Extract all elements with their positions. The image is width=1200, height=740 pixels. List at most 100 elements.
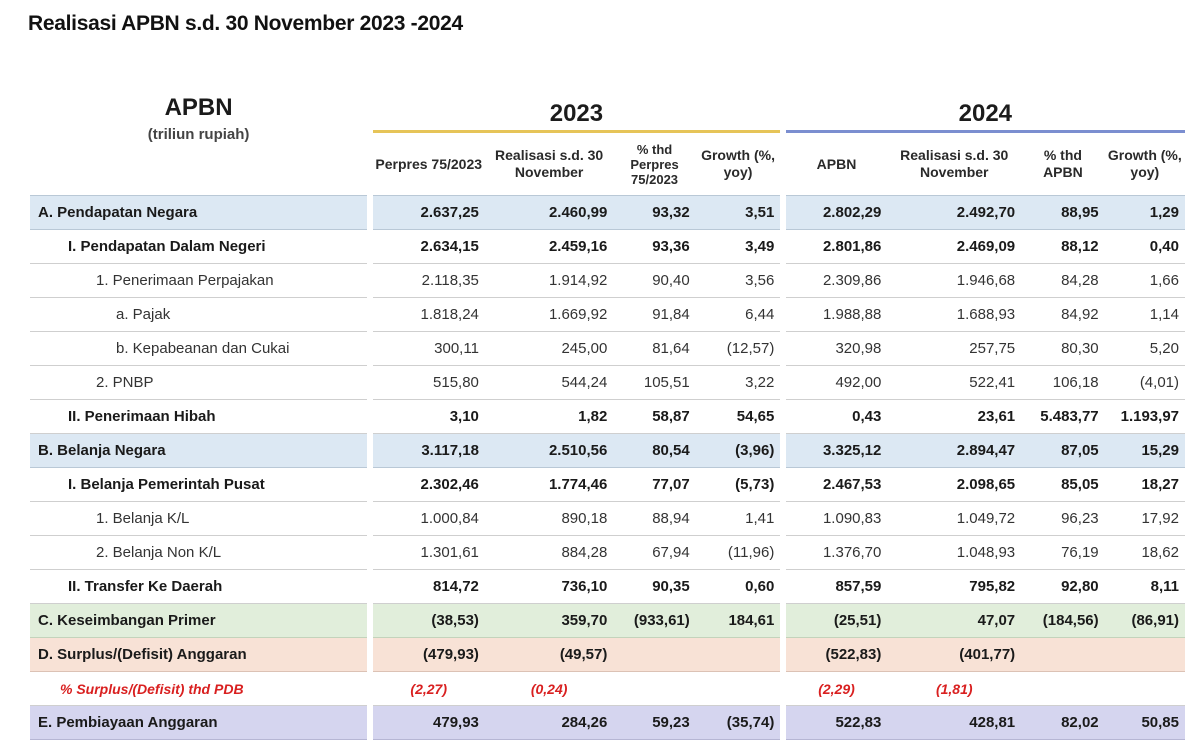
- row-label: 1. Belanja K/L: [30, 501, 368, 536]
- cell-pct-perpres-2023: 81,64: [613, 331, 696, 366]
- cell-apbn-2024: 3.325,12: [785, 433, 888, 468]
- cell-perpres-2023: 2.637,25: [372, 195, 485, 230]
- cell-growth-2024: 50,85: [1104, 705, 1185, 740]
- cell-growth-2023: 3,22: [695, 365, 781, 400]
- cell-realisasi-2023: (49,57): [484, 637, 614, 672]
- cell-growth-2024: 15,29: [1104, 433, 1185, 468]
- cell-perpres-2023: (2,27): [372, 671, 485, 706]
- page-title: Realisasi APBN s.d. 30 November 2023 -20…: [28, 12, 463, 35]
- cell-realisasi-2023: 1.669,92: [484, 297, 614, 332]
- cell-growth-2023: (35,74): [695, 705, 781, 740]
- row-belanja-negara: B. Belanja Negara 3.117,18 2.510,56 80,54 (3…: [30, 433, 1185, 468]
- cell-growth-2024: 18,62: [1104, 535, 1185, 570]
- cell-realisasi-2024: 47,07: [887, 603, 1022, 638]
- col-header-growth-2023: Growth (%, yoy): [701, 147, 775, 180]
- cell-pct-perpres-2023: 58,87: [613, 399, 696, 434]
- cell-growth-2023: 3,56: [695, 263, 781, 298]
- row-label: b. Kepabeanan dan Cukai: [30, 331, 368, 366]
- cell-growth-2024: [1104, 637, 1185, 672]
- cell-pct-perpres-2023: 67,94: [613, 535, 696, 570]
- col-header-realisasi-2024: Realisasi s.d. 30 November: [900, 147, 1009, 180]
- cell-realisasi-2024: 257,75: [887, 331, 1022, 366]
- header-apbn: APBN: [164, 94, 233, 121]
- cell-realisasi-2023: 2.510,56: [484, 433, 614, 468]
- cell-growth-2023: (11,96): [695, 535, 781, 570]
- cell-pct-apbn-2024: 5.483,77: [1021, 399, 1105, 434]
- cell-growth-2024: 17,92: [1104, 501, 1185, 536]
- cell-growth-2024: 18,27: [1104, 467, 1185, 502]
- cell-realisasi-2024: 2.492,70: [887, 195, 1022, 230]
- row-belanja-non-kl: 2. Belanja Non K/L 1.301,61 884,28 67,94 (11…: [30, 535, 1185, 570]
- cell-pct-perpres-2023: 59,23: [613, 705, 696, 740]
- cell-realisasi-2023: 1,82: [484, 399, 614, 434]
- row-penerimaan-hibah: II. Penerimaan Hibah 3,10 1,82 58,87 54,65 0,…: [30, 399, 1185, 434]
- cell-pct-perpres-2023: (933,61): [613, 603, 696, 638]
- cell-growth-2023: 0,60: [695, 569, 781, 604]
- cell-apbn-2024: 2.467,53: [785, 467, 888, 502]
- cell-realisasi-2024: 2.469,09: [887, 229, 1022, 264]
- cell-perpres-2023: 515,80: [372, 365, 485, 400]
- cell-realisasi-2024: 2.894,47: [887, 433, 1022, 468]
- cell-growth-2023: 6,44: [695, 297, 781, 332]
- apbn-table: APBN (triliun rupiah) 2023 2024 Perpres …: [30, 90, 1185, 740]
- col-header-realisasi-2023: Realisasi s.d. 30 November: [495, 147, 604, 180]
- row-pct-surplus-pdb: % Surplus/(Defisit) thd PDB (2,27) (0,24) (…: [30, 671, 1185, 706]
- cell-growth-2024: 1.193,97: [1104, 399, 1185, 434]
- row-label: 2. PNBP: [30, 365, 368, 400]
- cell-growth-2024: (4,01): [1104, 365, 1185, 400]
- cell-perpres-2023: 2.302,46: [372, 467, 485, 502]
- cell-realisasi-2023: 884,28: [484, 535, 614, 570]
- row-label: E. Pembiayaan Anggaran: [30, 705, 368, 740]
- header-columns-row: Perpres 75/2023 Realisasi s.d. 30 Novemb…: [30, 131, 1185, 196]
- header-year-2023: 2023: [372, 90, 781, 133]
- cell-pct-perpres-2023: 91,84: [613, 297, 696, 332]
- apbn-table-container: APBN (triliun rupiah) 2023 2024 Perpres …: [30, 90, 1185, 740]
- row-transfer-ke-daerah: II. Transfer Ke Daerah 814,72 736,10 90,35 0…: [30, 569, 1185, 604]
- cell-perpres-2023: 479,93: [372, 705, 485, 740]
- header-apbn-cell: APBN (triliun rupiah): [30, 90, 367, 196]
- cell-pct-apbn-2024: 88,95: [1021, 195, 1105, 230]
- cell-pct-apbn-2024: 85,05: [1021, 467, 1105, 502]
- cell-perpres-2023: (38,53): [372, 603, 485, 638]
- cell-growth-2024: 0,40: [1104, 229, 1185, 264]
- cell-pct-perpres-2023: 90,40: [613, 263, 696, 298]
- col-header-pct-apbn: % thd APBN: [1043, 147, 1083, 180]
- cell-perpres-2023: 814,72: [372, 569, 485, 604]
- cell-perpres-2023: 3.117,18: [372, 433, 485, 468]
- cell-growth-2024: 1,66: [1104, 263, 1185, 298]
- cell-growth-2024: 1,14: [1104, 297, 1185, 332]
- cell-apbn-2024: 320,98: [785, 331, 888, 366]
- table-body: A. Pendapatan Negara 2.637,25 2.460,99 93,3…: [30, 195, 1185, 740]
- cell-realisasi-2024: 1.048,93: [887, 535, 1022, 570]
- row-label: I. Belanja Pemerintah Pusat: [30, 467, 368, 502]
- cell-pct-perpres-2023: [613, 671, 696, 706]
- cell-pct-apbn-2024: 87,05: [1021, 433, 1105, 468]
- col-header-pct-perpres: % thd Perpres 75/2023: [630, 141, 679, 187]
- cell-pct-apbn-2024: 76,19: [1021, 535, 1105, 570]
- cell-growth-2023: [695, 637, 781, 672]
- cell-pct-apbn-2024: (184,56): [1021, 603, 1105, 638]
- cell-growth-2023: 184,61: [695, 603, 781, 638]
- col-header-perpres: Perpres 75/2023: [375, 155, 483, 172]
- cell-pct-perpres-2023: 77,07: [613, 467, 696, 502]
- cell-realisasi-2023: 1.774,46: [484, 467, 614, 502]
- cell-growth-2024: 5,20: [1104, 331, 1185, 366]
- cell-perpres-2023: 1.818,24: [372, 297, 485, 332]
- cell-realisasi-2023: 890,18: [484, 501, 614, 536]
- row-label: a. Pajak: [30, 297, 368, 332]
- cell-perpres-2023: 1.301,61: [372, 535, 485, 570]
- row-label: % Surplus/(Defisit) thd PDB: [30, 671, 368, 706]
- cell-pct-perpres-2023: 93,32: [613, 195, 696, 230]
- cell-pct-apbn-2024: [1021, 671, 1105, 706]
- row-label: I. Pendapatan Dalam Negeri: [30, 229, 368, 264]
- header-unit: (triliun rupiah): [147, 126, 250, 143]
- cell-apbn-2024: 857,59: [785, 569, 888, 604]
- cell-pct-perpres-2023: [613, 637, 696, 672]
- cell-pct-apbn-2024: 106,18: [1021, 365, 1105, 400]
- cell-perpres-2023: 3,10: [372, 399, 485, 434]
- row-label: C. Keseimbangan Primer: [30, 603, 368, 638]
- header-year-row: APBN (triliun rupiah) 2023 2024: [30, 90, 1185, 143]
- cell-growth-2024: 1,29: [1104, 195, 1185, 230]
- cell-pct-apbn-2024: 96,23: [1021, 501, 1105, 536]
- cell-perpres-2023: 2.634,15: [372, 229, 485, 264]
